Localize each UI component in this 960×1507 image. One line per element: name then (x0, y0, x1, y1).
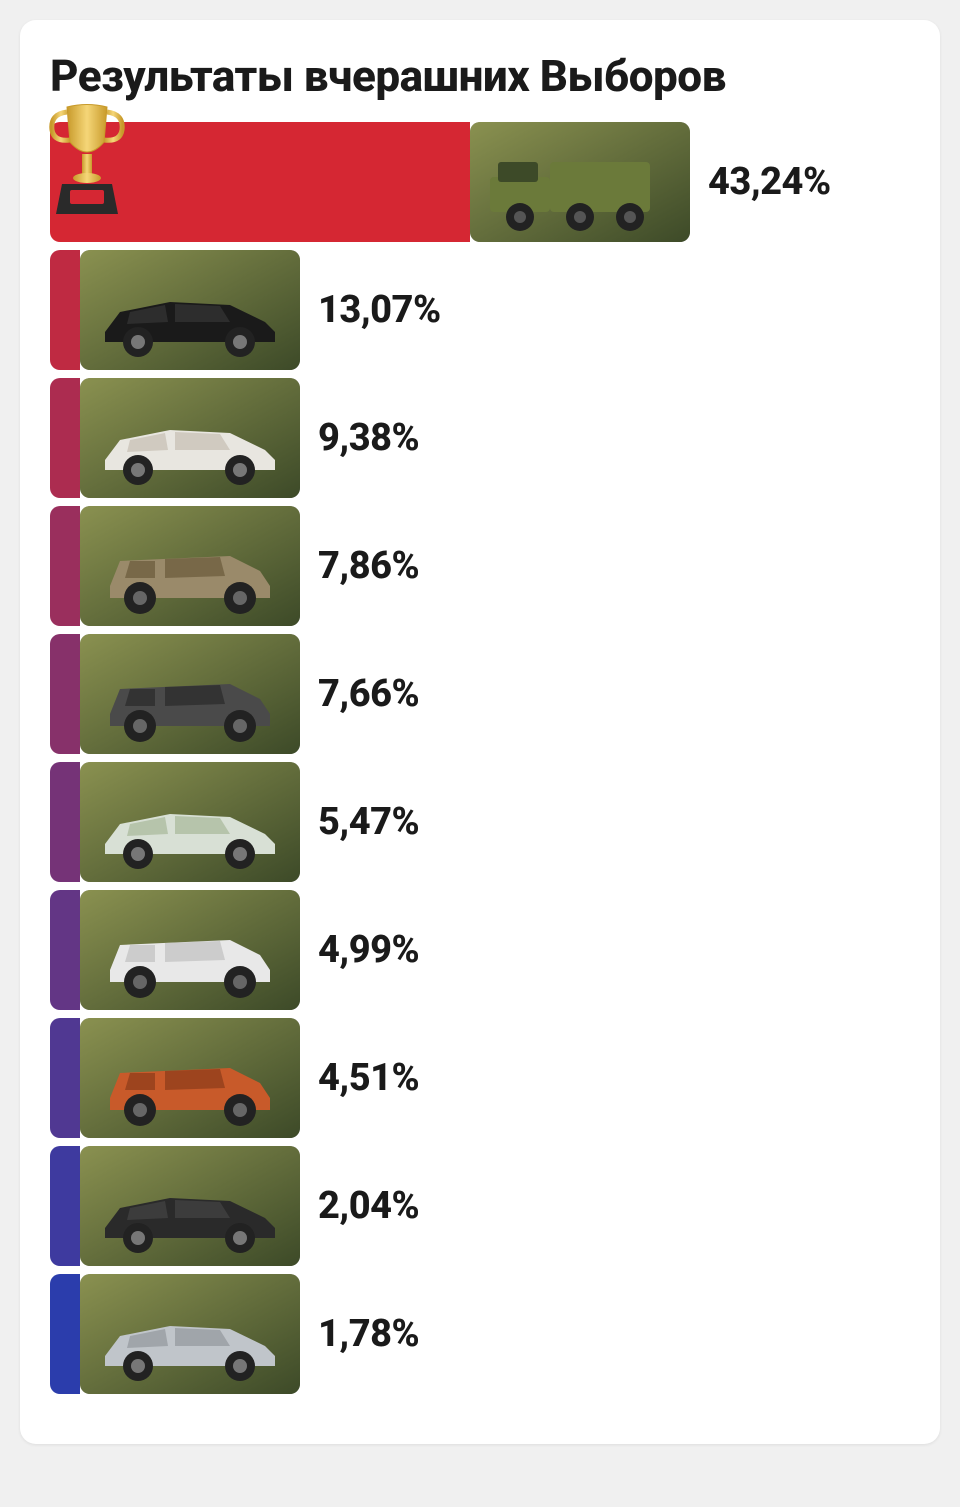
percent-label: 5,47% (318, 800, 419, 844)
result-row[interactable]: 4,99% (50, 890, 910, 1010)
result-row[interactable]: 4,51% (50, 1018, 910, 1138)
results-card: Результаты вчерашних Выборов 43,24% (20, 20, 940, 1444)
vehicle-thumbnail[interactable] (80, 506, 300, 626)
vehicle-thumbnail[interactable] (80, 1274, 300, 1394)
bar-segment (50, 1018, 80, 1138)
percent-label: 43,24% (708, 160, 831, 204)
percent-label: 4,99% (318, 928, 419, 972)
bar-segment (50, 250, 80, 370)
bar-wrap (50, 1146, 300, 1266)
percent-label: 13,07% (318, 288, 441, 332)
bar-segment (50, 890, 80, 1010)
percent-label: 4,51% (318, 1056, 419, 1100)
result-row[interactable]: 5,47% (50, 762, 910, 882)
bar-wrap (50, 634, 300, 754)
bar-segment (50, 634, 80, 754)
vehicle-thumbnail[interactable] (80, 1018, 300, 1138)
percent-label: 9,38% (318, 416, 419, 460)
result-row[interactable]: 2,04% (50, 1146, 910, 1266)
result-row[interactable]: 7,66% (50, 634, 910, 754)
vehicle-thumbnail[interactable] (80, 1146, 300, 1266)
results-rows: 43,24% 13,07% 9,38% 7,86% (50, 122, 910, 1394)
bar-segment (50, 378, 80, 498)
result-row[interactable]: 1,78% (50, 1274, 910, 1394)
bar-segment (50, 762, 80, 882)
vehicle-thumbnail[interactable] (470, 122, 690, 242)
result-row[interactable]: 13,07% (50, 250, 910, 370)
bar-wrap (50, 890, 300, 1010)
bar-wrap (50, 1274, 300, 1394)
bar-wrap (50, 762, 300, 882)
vehicle-thumbnail[interactable] (80, 890, 300, 1010)
percent-label: 1,78% (318, 1312, 419, 1356)
percent-label: 2,04% (318, 1184, 419, 1228)
result-row[interactable]: 9,38% (50, 378, 910, 498)
vehicle-thumbnail[interactable] (80, 634, 300, 754)
vehicle-thumbnail[interactable] (80, 762, 300, 882)
bar-wrap (50, 506, 300, 626)
bar-wrap (50, 250, 300, 370)
results-title: Результаты вчерашних Выборов (50, 50, 910, 102)
bar-segment (50, 1274, 80, 1394)
trophy-icon (42, 92, 132, 222)
bar-wrap (50, 122, 690, 242)
result-row[interactable]: 43,24% (50, 122, 910, 242)
bar-wrap (50, 378, 300, 498)
percent-label: 7,86% (318, 544, 419, 588)
bar-wrap (50, 1018, 300, 1138)
bar-segment (50, 506, 80, 626)
percent-label: 7,66% (318, 672, 419, 716)
vehicle-thumbnail[interactable] (80, 250, 300, 370)
result-row[interactable]: 7,86% (50, 506, 910, 626)
bar-segment (50, 1146, 80, 1266)
vehicle-thumbnail[interactable] (80, 378, 300, 498)
